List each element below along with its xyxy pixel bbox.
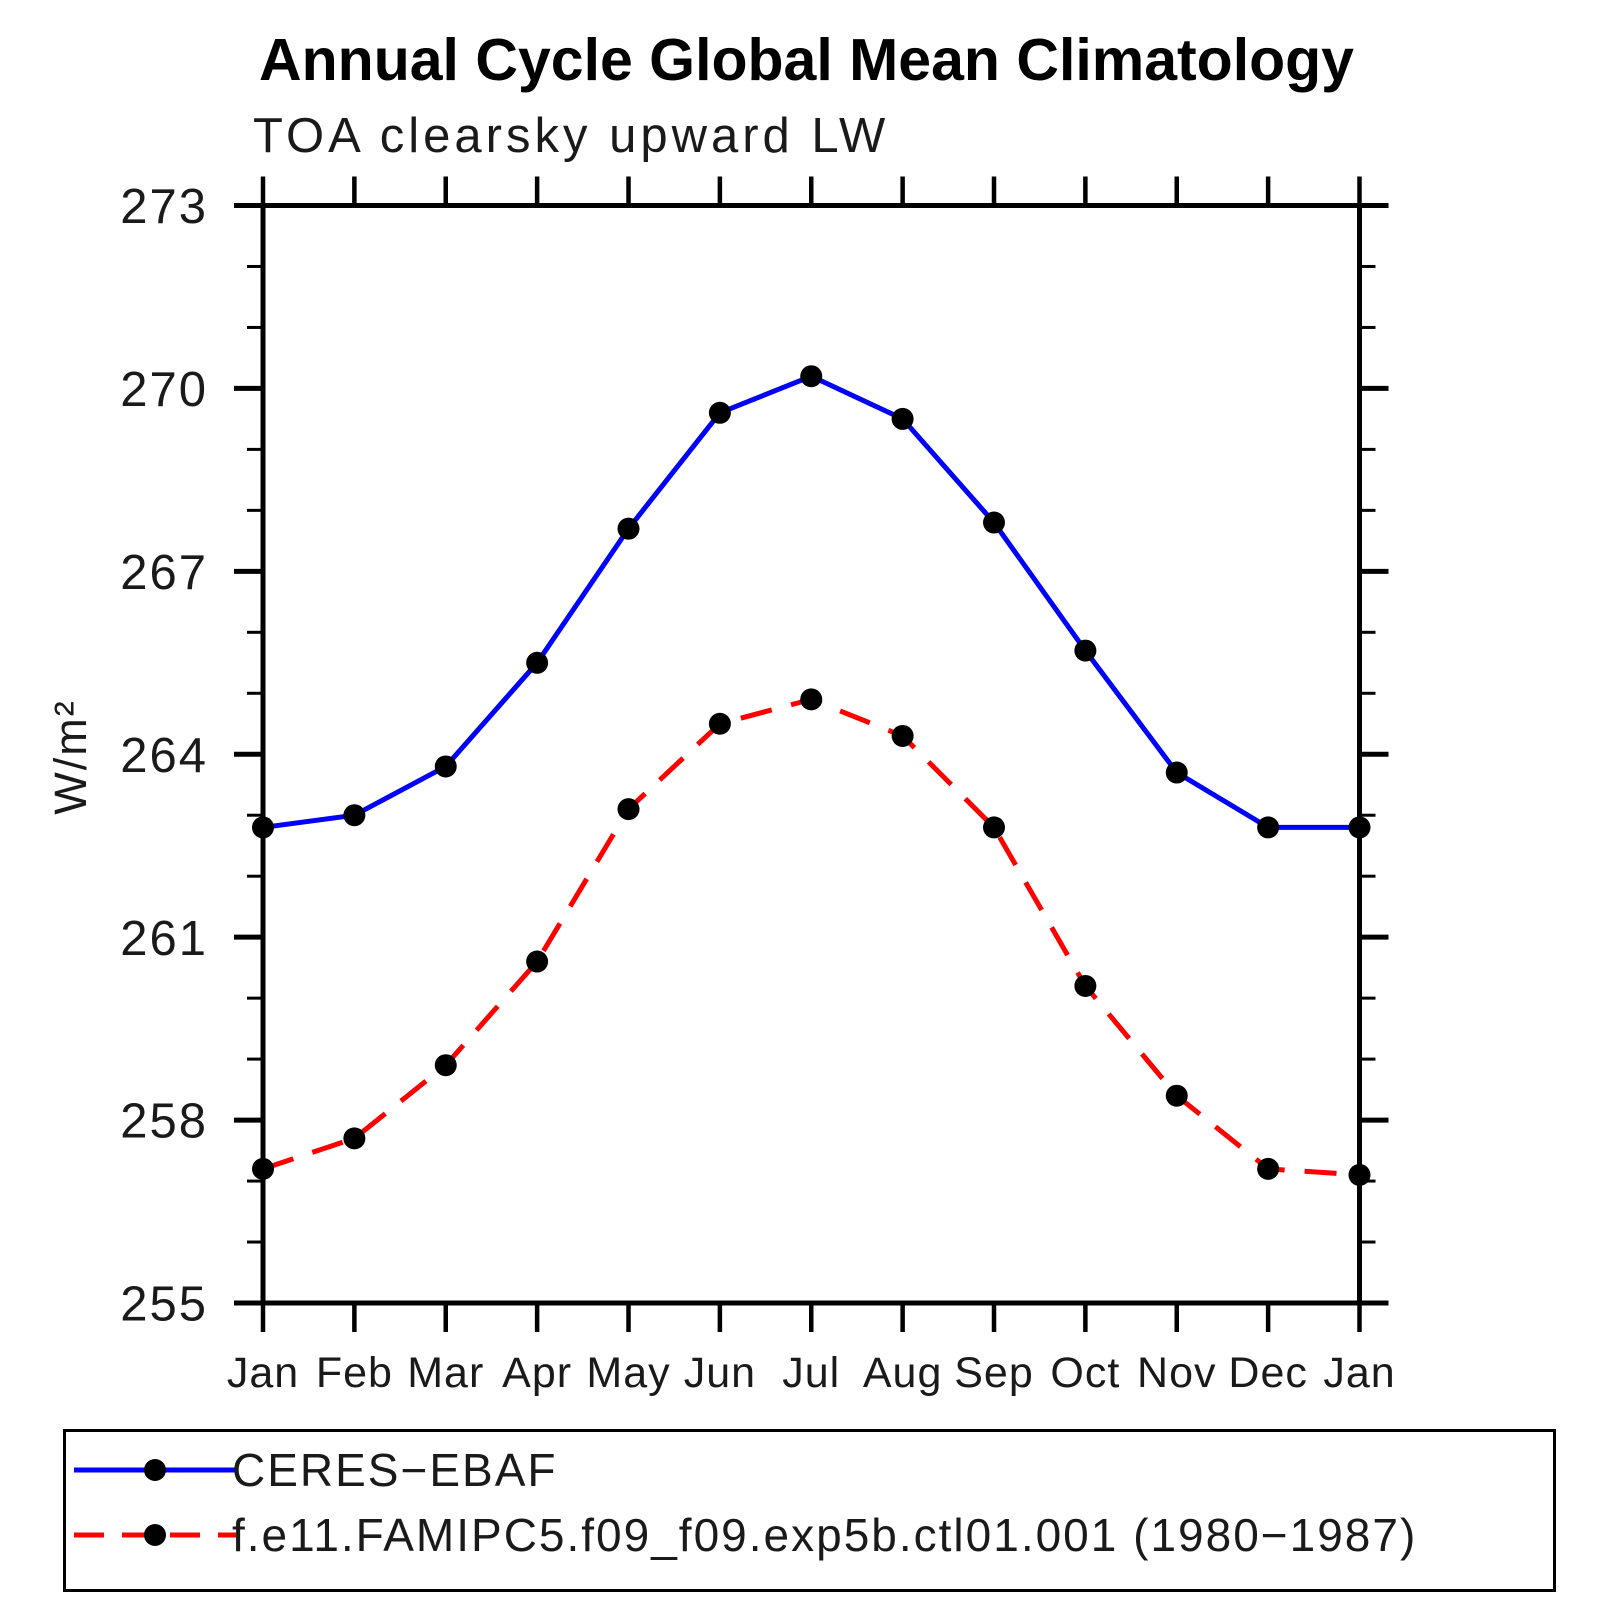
data-point-marker [1348, 816, 1371, 839]
legend-marker-dot [144, 1524, 166, 1546]
y-tick-labels: 255 258 261 264 267 270 273 [120, 180, 208, 1332]
data-point-marker [617, 798, 640, 821]
data-point-marker [1257, 816, 1280, 839]
series-line-1 [262, 696, 1360, 1178]
x-tick-label: Nov [1137, 1349, 1216, 1397]
x-tick-marks [260, 176, 1362, 1332]
x-tick-label: Oct [1050, 1349, 1120, 1397]
data-point-marker [252, 816, 274, 839]
data-point-marker [1257, 1157, 1280, 1180]
y-axis-title: W/m² [45, 699, 96, 814]
data-point-marker [343, 1127, 366, 1150]
x-tick-label: Aug [863, 1349, 943, 1397]
data-point-marker [1074, 974, 1097, 997]
legend-line-sample-ceres [74, 1459, 236, 1481]
x-tick-label: Jul [782, 1349, 840, 1397]
data-point-marker [526, 651, 549, 674]
data-point-marker [617, 517, 640, 540]
series-0 [252, 365, 1371, 839]
x-tick-label: May [586, 1349, 670, 1397]
y-tick-label: 261 [120, 912, 208, 966]
legend-line-sample-model [74, 1524, 236, 1546]
legend-label-ceres: CERES−EBAF [232, 1444, 558, 1496]
data-point-marker [252, 1157, 274, 1180]
y-tick-label: 267 [120, 546, 208, 600]
y-tick-label: 273 [120, 180, 208, 234]
x-tick-label: Mar [407, 1349, 484, 1397]
x-tick-label: Sep [954, 1349, 1034, 1397]
y-tick-marks [234, 203, 1389, 1306]
x-tick-label: Dec [1228, 1349, 1307, 1397]
series-line-0 [262, 373, 1360, 830]
data-point-marker [434, 1054, 457, 1077]
x-tick-label: Jan [1323, 1349, 1395, 1397]
data-point-marker [983, 511, 1005, 534]
data-point-marker [1165, 761, 1188, 784]
legend-box: CERES−EBAF f.e11.FAMIPC5.f09_f09.exp5b.c… [63, 1429, 1556, 1592]
data-point-marker [434, 755, 457, 778]
y-tick-label: 258 [120, 1095, 208, 1149]
data-point-marker [800, 365, 823, 388]
data-point-marker [526, 950, 549, 973]
data-point-marker [343, 804, 366, 827]
data-point-marker [1074, 639, 1097, 662]
x-tick-label: Jun [684, 1349, 756, 1397]
x-tick-label: Feb [316, 1349, 393, 1397]
data-point-marker [708, 401, 731, 424]
legend-label-model: f.e11.FAMIPC5.f09_f09.exp5b.ctl01.001 (1… [232, 1509, 1418, 1561]
data-point-marker [891, 724, 914, 747]
data-point-marker [891, 407, 914, 430]
y-tick-label: 255 [120, 1278, 208, 1332]
series-1 [252, 688, 1371, 1186]
x-tick-label: Jan [227, 1349, 299, 1397]
legend-marker-dot [144, 1459, 166, 1481]
data-point-marker [800, 688, 823, 711]
data-point-marker [983, 816, 1005, 839]
data-point-marker [1348, 1163, 1371, 1186]
y-tick-label: 264 [120, 729, 208, 783]
y-tick-label: 270 [120, 363, 208, 417]
x-tick-label: Apr [502, 1349, 572, 1397]
data-point-marker [708, 712, 731, 735]
x-tick-labels: Jan Feb Mar Apr May Jun Jul Aug Sep Oct Nov Dec Jan [227, 1349, 1395, 1397]
chart-title: Annual Cycle Global Mean Climatology [259, 27, 1354, 93]
chart-subtitle: TOA clearsky upward LW [253, 109, 890, 163]
data-point-marker [1165, 1084, 1188, 1107]
